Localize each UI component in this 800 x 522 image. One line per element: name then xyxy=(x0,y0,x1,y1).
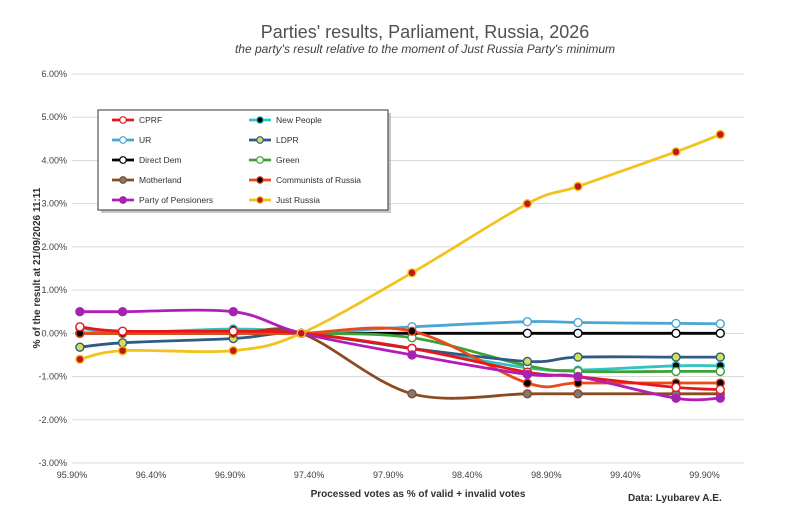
data-point-ldpr xyxy=(117,338,128,348)
x-tick-label: 98.40% xyxy=(452,470,483,480)
legend-marker-motherland xyxy=(119,176,127,184)
data-point-cprf xyxy=(228,326,238,336)
data-point-party-of-pensioners xyxy=(407,350,417,360)
legend-label-ldpr: LDPR xyxy=(276,135,299,145)
data-point-communists-of-russia xyxy=(407,326,417,336)
data-point-communists-of-russia xyxy=(522,378,533,388)
data-point-cprf xyxy=(75,322,85,332)
y-tick-label: -2.00% xyxy=(38,415,67,425)
x-tick-label: 95.90% xyxy=(57,470,88,480)
data-point-cprf xyxy=(671,382,681,393)
legend-marker-cprf xyxy=(119,116,127,124)
legend-label-new-people: New People xyxy=(276,115,322,125)
y-tick-label: -1.00% xyxy=(38,372,67,382)
legend-label-cprf: CPRF xyxy=(139,115,162,125)
data-point-ur xyxy=(573,317,583,328)
data-point-just-russia xyxy=(228,345,238,356)
legend-label-party-of-pensioners: Party of Pensioners xyxy=(139,195,213,205)
data-point-ur xyxy=(671,318,681,329)
data-point-ur xyxy=(715,319,725,329)
data-point-green xyxy=(671,366,681,377)
legend-marker-just-russia xyxy=(256,196,264,204)
data-point-direct-dem xyxy=(715,328,725,339)
data-point-party-of-pensioners xyxy=(671,393,681,403)
legend-label-just-russia: Just Russia xyxy=(276,195,320,205)
data-point-ur xyxy=(522,316,533,327)
y-tick-label: 3.00% xyxy=(41,199,67,209)
data-point-direct-dem xyxy=(573,328,583,339)
x-tick-label: 98.90% xyxy=(531,470,562,480)
data-point-just-russia xyxy=(75,354,85,364)
legend-label-green: Green xyxy=(276,155,300,165)
y-tick-label: 6.00% xyxy=(41,69,67,79)
data-point-just-russia xyxy=(117,345,128,356)
y-axis-ticks: -3.00% -2.00% -1.00% 0.00% 1.00% 2.00% 3.00% 4.… xyxy=(38,69,67,468)
data-point-green xyxy=(715,366,725,377)
x-tick-label: 96.40% xyxy=(136,470,167,480)
chart-title: Parties' results, Parliament, Russia, 20… xyxy=(261,22,590,42)
data-point-party-of-pensioners xyxy=(117,307,128,317)
data-point-just-russia xyxy=(296,328,306,339)
data-point-just-russia xyxy=(715,129,725,140)
data-point-ldpr xyxy=(573,352,583,362)
chart-subtitle: the party's result relative to the momen… xyxy=(235,42,615,56)
data-point-ldpr xyxy=(522,356,533,367)
data-point-cprf xyxy=(715,384,725,395)
data-point-party-of-pensioners xyxy=(573,371,583,382)
x-tick-label: 99.40% xyxy=(610,470,641,480)
legend-label-direct-dem: Direct Dem xyxy=(139,155,182,165)
legend-marker-party-of-pensioners xyxy=(119,196,127,204)
source-note: Data: Lyubarev A.E. xyxy=(628,493,722,504)
data-point-motherland xyxy=(522,389,533,399)
x-tick-label: 96.90% xyxy=(215,470,246,480)
y-axis-title: % of the result at 21/09/2026 11:11 xyxy=(32,187,43,348)
data-point-just-russia xyxy=(522,198,533,209)
series-markers xyxy=(75,129,725,403)
y-tick-label: 0.00% xyxy=(41,328,67,338)
y-tick-label: 2.00% xyxy=(41,242,67,252)
legend-label-motherland: Motherland xyxy=(139,175,182,185)
data-point-just-russia xyxy=(573,181,583,192)
y-tick-label: 4.00% xyxy=(41,155,67,165)
data-point-direct-dem xyxy=(522,328,533,339)
data-point-party-of-pensioners xyxy=(75,307,85,317)
legend-marker-green xyxy=(256,156,264,164)
x-tick-label: 97.90% xyxy=(373,470,404,480)
x-axis-ticks: 95.90% 96.40% 96.90% 97.40% 97.90% 98.40% 98.9… xyxy=(57,470,720,480)
legend-box xyxy=(97,109,389,211)
legend: CPRF New People UR LDPR Direct Dem Green Mothe… xyxy=(97,109,391,213)
data-point-ldpr xyxy=(671,352,681,362)
y-tick-label: -3.00% xyxy=(38,458,67,468)
x-tick-label: 97.40% xyxy=(294,470,325,480)
data-point-motherland xyxy=(573,389,583,399)
data-point-direct-dem xyxy=(671,328,681,339)
data-point-cprf xyxy=(117,326,128,336)
data-point-ldpr xyxy=(715,352,725,362)
data-point-motherland xyxy=(407,389,417,399)
data-point-party-of-pensioners xyxy=(715,393,725,403)
legend-marker-ur xyxy=(119,136,127,144)
data-point-party-of-pensioners xyxy=(522,369,533,380)
y-tick-label: 5.00% xyxy=(41,112,67,122)
legend-label-communists-of-russia: Communists of Russia xyxy=(276,175,361,185)
legend-marker-ldpr xyxy=(256,136,264,144)
data-point-party-of-pensioners xyxy=(228,307,238,317)
data-point-just-russia xyxy=(407,268,417,278)
x-tick-label: 99.90% xyxy=(689,470,720,480)
y-tick-label: 1.00% xyxy=(41,285,67,295)
data-point-just-russia xyxy=(671,147,681,157)
legend-marker-communists-of-russia xyxy=(256,176,264,184)
data-point-ldpr xyxy=(75,342,85,352)
legend-marker-direct-dem xyxy=(119,156,127,164)
legend-label-ur: UR xyxy=(139,135,151,145)
x-axis-title: Processed votes as % of valid + invalid … xyxy=(311,489,526,500)
legend-marker-new-people xyxy=(256,116,264,124)
